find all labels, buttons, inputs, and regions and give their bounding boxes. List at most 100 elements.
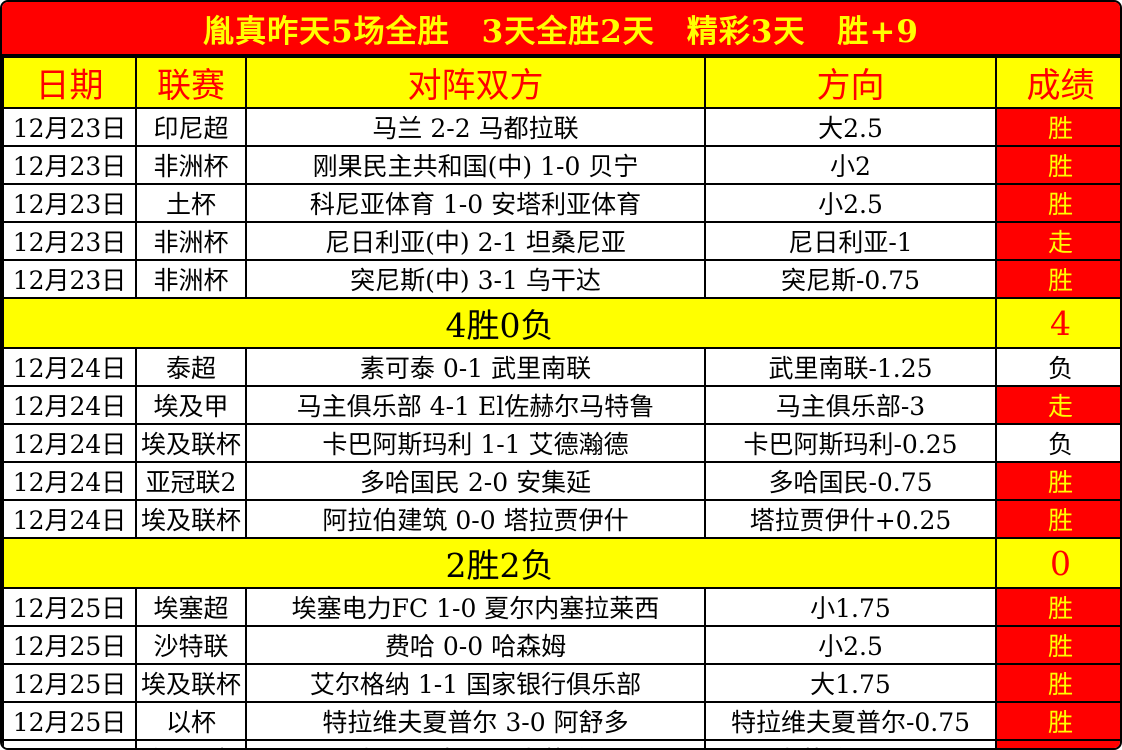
header-result: 成绩 (995, 56, 1120, 109)
cell-matchup: 卡巴阿斯玛利 1-1 艾德瀚德 (245, 423, 706, 463)
match-row: 12月23日 非洲杯 尼日利亚(中) 2-1 坦桑尼亚 尼日利亚-1 走 (2, 221, 1120, 261)
cell-league: 非洲杯 (135, 145, 247, 185)
cell-matchup: 特拉维夫夏普尔 3-0 阿舒多 (245, 701, 706, 741)
cell-date: 12月24日 (2, 499, 137, 539)
cell-matchup: 扎马雷克 0-1 史莫哈 (245, 739, 706, 748)
cell-league: 印尼超 (135, 107, 247, 147)
cell-league: 埃及联杯 (135, 739, 247, 748)
cell-matchup: 科尼亚体育 1-0 安塔利亚体育 (245, 183, 706, 223)
cell-direction: 尼日利亚-1 (704, 221, 997, 261)
match-row: 12月23日 印尼超 马兰 2-2 马都拉联 大2.5 胜 (2, 107, 1120, 147)
cell-result: 胜 (995, 259, 1120, 299)
summary-row: 4胜0负 4 (2, 297, 1120, 349)
cell-result: 胜 (995, 739, 1120, 748)
cell-result: 胜 (995, 499, 1120, 539)
cell-matchup: 埃塞电力FC 1-0 夏尔内塞拉莱西 (245, 587, 706, 627)
cell-result: 胜 (995, 625, 1120, 665)
cell-result: 胜 (995, 587, 1120, 627)
promo-banner: 胤真昨天5场全胜 3天全胜2天 精彩3天 胜+9 (2, 2, 1120, 56)
cell-league: 亚冠联2 (135, 461, 247, 501)
cell-date: 12月24日 (2, 461, 137, 501)
cell-direction: 大2.5 (704, 107, 997, 147)
cell-league: 沙特联 (135, 625, 247, 665)
cell-date: 12月24日 (2, 347, 137, 387)
cell-result: 胜 (995, 183, 1120, 223)
cell-date: 12月24日 (2, 423, 137, 463)
cell-result: 负 (995, 347, 1120, 387)
cell-matchup: 多哈国民 2-0 安集延 (245, 461, 706, 501)
cell-matchup: 马兰 2-2 马都拉联 (245, 107, 706, 147)
cell-date: 12月23日 (2, 221, 137, 261)
match-row: 12月25日 埃及联杯 艾尔格纳 1-1 国家银行俱乐部 大1.75 胜 (2, 663, 1120, 703)
cell-matchup: 素可泰 0-1 武里南联 (245, 347, 706, 387)
cell-date: 12月25日 (2, 625, 137, 665)
cell-result: 胜 (995, 145, 1120, 185)
cell-matchup: 艾尔格纳 1-1 国家银行俱乐部 (245, 663, 706, 703)
cell-date: 12月23日 (2, 259, 137, 299)
cell-league: 埃及联杯 (135, 499, 247, 539)
match-row: 12月24日 埃及联杯 卡巴阿斯玛利 1-1 艾德瀚德 卡巴阿斯玛利-0.25 负 (2, 423, 1120, 463)
cell-date: 12月25日 (2, 701, 137, 741)
results-table: 日期 联赛 对阵双方 方向 成绩 12月23日 印尼超 马兰 2-2 马都拉联 大2.… (2, 56, 1120, 748)
match-row: 12月24日 亚冠联2 多哈国民 2-0 安集延 多哈国民-0.75 胜 (2, 461, 1120, 501)
header-matchup: 对阵双方 (245, 56, 706, 109)
results-tbody: 12月23日 印尼超 马兰 2-2 马都拉联 大2.5 胜 12月23日 非洲杯 刚果民主共和… (2, 107, 1120, 748)
cell-direction: 武里南联-1.25 (704, 347, 997, 387)
cell-league: 埃塞超 (135, 587, 247, 627)
cell-matchup: 刚果民主共和国(中) 1-0 贝宁 (245, 145, 706, 185)
cell-matchup: 马主俱乐部 4-1 El佐赫尔马特鲁 (245, 385, 706, 425)
header-date: 日期 (2, 56, 137, 109)
cell-direction: 史莫哈+0.25 (704, 739, 997, 748)
match-row: 12月25日埃及联杯扎马雷克 0-1 史莫哈史莫哈+0.25胜 (2, 739, 1120, 748)
cell-direction: 大1.75 (704, 663, 997, 703)
cell-result: 胜 (995, 701, 1120, 741)
cell-result: 胜 (995, 107, 1120, 147)
match-row: 12月23日 非洲杯 刚果民主共和国(中) 1-0 贝宁 小2 胜 (2, 145, 1120, 185)
cell-date: 12月23日 (2, 183, 137, 223)
cell-matchup: 突尼斯(中) 3-1 乌干达 (245, 259, 706, 299)
cell-direction: 小2.5 (704, 183, 997, 223)
cell-direction: 特拉维夫夏普尔-0.75 (704, 701, 997, 741)
cell-league: 非洲杯 (135, 259, 247, 299)
cell-direction: 小2 (704, 145, 997, 185)
match-row: 12月23日 土杯 科尼亚体育 1-0 安塔利亚体育 小2.5 胜 (2, 183, 1120, 223)
cell-date: 12月23日 (2, 145, 137, 185)
cell-matchup: 尼日利亚(中) 2-1 坦桑尼亚 (245, 221, 706, 261)
cell-date: 12月23日 (2, 107, 137, 147)
cell-direction: 卡巴阿斯玛利-0.25 (704, 423, 997, 463)
cell-date: 12月25日 (2, 739, 137, 748)
cell-direction: 小1.75 (704, 587, 997, 627)
header-league: 联赛 (135, 56, 247, 109)
match-row: 12月25日 埃塞超 埃塞电力FC 1-0 夏尔内塞拉莱西 小1.75 胜 (2, 587, 1120, 627)
match-row: 12月25日 以杯 特拉维夫夏普尔 3-0 阿舒多 特拉维夫夏普尔-0.75 胜 (2, 701, 1120, 741)
summary-label: 2胜2负 (2, 537, 997, 589)
summary-row: 2胜2负 0 (2, 537, 1120, 589)
table-header-row: 日期 联赛 对阵双方 方向 成绩 (2, 56, 1120, 109)
match-row: 12月23日 非洲杯 突尼斯(中) 3-1 乌干达 突尼斯-0.75 胜 (2, 259, 1120, 299)
summary-value: 4 (995, 297, 1120, 349)
match-row: 12月24日 泰超 素可泰 0-1 武里南联 武里南联-1.25 负 (2, 347, 1120, 387)
cell-league: 埃及联杯 (135, 423, 247, 463)
summary-value: 0 (995, 537, 1120, 589)
cell-result: 胜 (995, 663, 1120, 703)
cell-matchup: 费哈 0-0 哈森姆 (245, 625, 706, 665)
cell-direction: 多哈国民-0.75 (704, 461, 997, 501)
match-row: 12月24日 埃及联杯 阿拉伯建筑 0-0 塔拉贾伊什 塔拉贾伊什+0.25 胜 (2, 499, 1120, 539)
cell-matchup: 阿拉伯建筑 0-0 塔拉贾伊什 (245, 499, 706, 539)
cell-result: 走 (995, 221, 1120, 261)
cell-league: 非洲杯 (135, 221, 247, 261)
cell-date: 12月24日 (2, 385, 137, 425)
cell-direction: 小2.5 (704, 625, 997, 665)
cell-league: 埃及甲 (135, 385, 247, 425)
match-row: 12月24日 埃及甲 马主俱乐部 4-1 El佐赫尔马特鲁 马主俱乐部-3 走 (2, 385, 1120, 425)
cell-league: 泰超 (135, 347, 247, 387)
cell-result: 负 (995, 423, 1120, 463)
cell-direction: 突尼斯-0.75 (704, 259, 997, 299)
cell-league: 以杯 (135, 701, 247, 741)
cell-date: 12月25日 (2, 587, 137, 627)
cell-league: 埃及联杯 (135, 663, 247, 703)
cell-date: 12月25日 (2, 663, 137, 703)
summary-label: 4胜0负 (2, 297, 997, 349)
cell-result: 走 (995, 385, 1120, 425)
